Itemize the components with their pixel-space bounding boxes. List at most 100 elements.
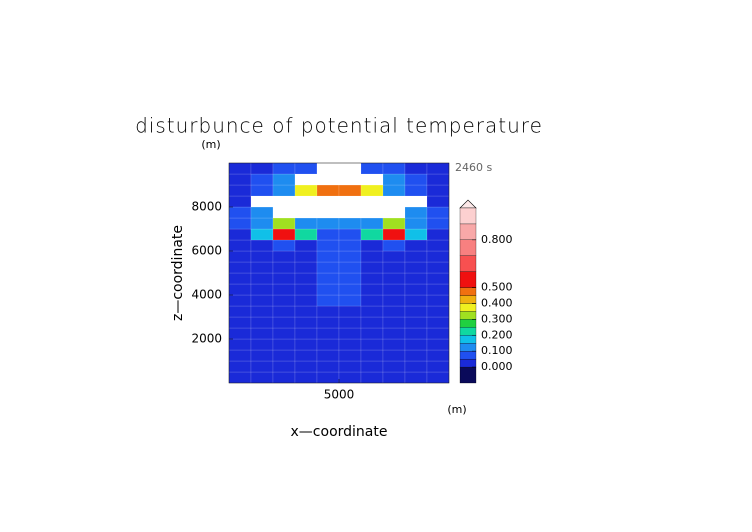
cell [272,305,296,318]
chart-title: disturbunce of potential temperature [135,114,543,138]
colorbar-segment [459,295,477,304]
cell [404,250,428,263]
cell [382,239,406,252]
cell [250,338,274,351]
colorbar-tick-label: 0.800 [481,233,513,246]
colorbar-segment [459,271,477,288]
colorbar-segment [459,239,477,256]
cell [294,195,318,208]
cell [294,162,318,175]
y-axis-label: z—coordinate [170,225,186,321]
cell [228,250,252,263]
cell [316,305,340,318]
cell [294,261,318,274]
cell [250,184,274,197]
cell [228,239,252,252]
cell [360,283,384,296]
cell [382,217,406,230]
colorbar-segment [459,327,477,336]
cell [250,261,274,274]
cell [404,371,428,384]
cell [272,360,296,373]
cell [272,349,296,362]
cell [228,206,252,219]
cell [316,217,340,230]
cell [382,349,406,362]
cell [316,195,340,208]
cell [272,338,296,351]
cell [360,239,384,252]
cell [294,360,318,373]
cell [382,261,406,274]
cell [228,217,252,230]
colorbar-tick-label: 0.100 [481,344,513,357]
cell [426,316,450,329]
cell [404,217,428,230]
cell [404,173,428,186]
cell [228,316,252,329]
cell [404,305,428,318]
cell [426,360,450,373]
cell [382,228,406,241]
cell [316,228,340,241]
cell [404,184,428,197]
cell [250,294,274,307]
cell [316,206,340,219]
cell [404,162,428,175]
colorbar-segment [459,303,477,312]
cell [294,338,318,351]
colorbar-segment [459,335,477,344]
cell [382,338,406,351]
cell [360,316,384,329]
cell [228,184,252,197]
cell [360,195,384,208]
cell [426,206,450,219]
cell [360,261,384,274]
cell [382,360,406,373]
cell [250,283,274,296]
cell [382,195,406,208]
cell [404,327,428,340]
cell [316,294,340,307]
x-unit: (m) [447,403,466,416]
cell [426,173,450,186]
cell [360,305,384,318]
cell [360,294,384,307]
cell [294,239,318,252]
cell [294,327,318,340]
cell [360,371,384,384]
cell [272,184,296,197]
cell [250,173,274,186]
cell [426,349,450,362]
cell [382,250,406,263]
cell [250,360,274,373]
cell [426,162,450,175]
cell [338,305,362,318]
cell [272,195,296,208]
cell [426,294,450,307]
cell [382,173,406,186]
cell [294,294,318,307]
colorbar-segment [459,287,477,296]
cell [228,327,252,340]
cell [228,195,252,208]
y-unit: (m) [201,138,220,151]
cell [228,305,252,318]
colorbar-segment [459,207,477,225]
cell [426,195,450,208]
cell [360,327,384,340]
colorbar-segment [459,311,477,320]
cell [316,239,340,252]
colorbar-tick-label: 0.300 [481,312,513,325]
cell [272,217,296,230]
cell [404,349,428,362]
cell [250,217,274,230]
cell [338,316,362,329]
cell [338,371,362,384]
cell [316,272,340,285]
cell [360,250,384,263]
cell [294,250,318,263]
cell [294,217,318,230]
cell [382,327,406,340]
cell [338,195,362,208]
